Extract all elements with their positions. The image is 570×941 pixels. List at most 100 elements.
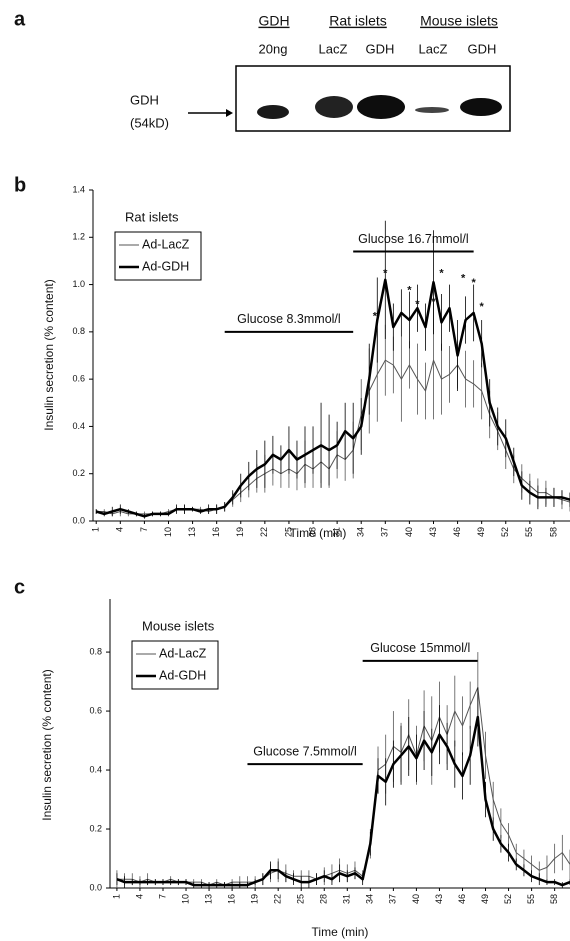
y-tick-label: 1.0 [72,279,85,289]
blot-panel: a GDH Rat islets Mouse islets 20ng LacZ … [14,8,511,132]
legend-label: Ad-GDH [159,668,206,682]
group-label: GDH [258,13,289,29]
x-tick-label: 31 [342,894,352,904]
x-tick-label: 10 [180,894,190,904]
x-axis-title: Time (min) [312,925,369,939]
x-tick-label: 43 [434,894,444,904]
protein-label: GDH [130,92,159,107]
y-tick-label: 0.8 [72,326,85,336]
x-tick-label: 40 [404,527,414,537]
x-tick-label: 22 [273,894,283,904]
x-tick-label: 40 [411,894,421,904]
significance-marker: * [407,284,412,296]
x-tick-label: 16 [226,894,236,904]
y-tick-label: 0.6 [72,374,85,384]
y-tick-label: 1.4 [72,184,85,194]
x-tick-label: 46 [452,527,462,537]
x-tick-label: 43 [428,527,438,537]
x-tick-label: 7 [139,527,149,532]
x-tick-label: 4 [115,527,125,532]
x-tick-label: 28 [307,527,317,537]
x-tick-label: 37 [388,894,398,904]
significance-marker: * [383,268,388,280]
legend-box [114,231,202,281]
x-tick-label: 31 [331,527,341,537]
legend-box [131,640,219,690]
x-axis-title: Time (min) [290,526,347,540]
significance-marker: * [373,310,378,322]
x-tick-label: 55 [526,894,536,904]
band [257,105,289,119]
x-tick-label: 1 [91,527,101,532]
x-tick-label: 28 [319,894,329,904]
condition-label: Glucose 15mmol/l [370,641,470,655]
x-tick-label: 49 [476,527,486,537]
panel-label: b [14,174,26,196]
condition-label: Glucose 7.5mmol/l [253,744,357,758]
x-tick-label: 25 [296,894,306,904]
significance-marker: * [431,296,436,308]
panel-label: c [14,576,25,598]
size-label: (54kD) [130,115,169,130]
band [415,107,449,113]
y-tick-label: 0.0 [72,515,85,525]
y-tick-label: 0.6 [89,705,102,715]
x-tick-label: 37 [380,527,390,537]
band [315,96,353,118]
legend-label: Ad-LacZ [142,237,190,251]
significance-marker: * [439,268,444,280]
series-line [116,687,570,886]
significance-marker: * [415,298,420,310]
significance-marker: * [480,301,485,313]
group-label: Mouse islets [420,13,498,29]
x-tick-label: 13 [203,894,213,904]
y-tick-label: 0.4 [89,764,102,774]
x-tick-label: 16 [211,527,221,537]
lane-label: GDH [468,41,497,56]
x-tick-label: 13 [187,527,197,537]
x-tick-label: 34 [356,527,366,537]
significance-marker: * [461,272,466,284]
x-tick-label: 58 [549,894,559,904]
x-tick-label: 34 [365,894,375,904]
legend-label: Ad-GDH [142,259,189,273]
group-label: Rat islets [329,13,387,29]
y-tick-label: 0.2 [89,823,102,833]
legend-title: Mouse islets [142,618,215,633]
lane-label: LacZ [319,41,348,56]
x-tick-label: 1 [111,894,121,899]
x-tick-label: 25 [283,527,293,537]
x-tick-label: 55 [524,527,534,537]
series-line [96,359,570,515]
y-axis-title: Insulin secretion (% content) [40,669,54,820]
lane-label: 20ng [259,41,288,56]
x-tick-label: 46 [457,894,467,904]
series-line [95,278,570,518]
series-line [116,715,570,887]
x-tick-label: 19 [250,894,260,904]
legend-title: Rat islets [125,209,179,224]
x-tick-label: 52 [503,894,513,904]
band [460,98,502,116]
y-axis-title: Insulin secretion (% content) [42,279,56,430]
x-tick-label: 58 [548,527,558,537]
x-tick-label: 22 [259,527,269,537]
x-tick-label: 52 [500,527,510,537]
legend-label: Ad-LacZ [159,646,207,660]
band [357,95,405,119]
y-tick-label: 0.2 [72,468,85,478]
x-tick-label: 49 [480,894,490,904]
condition-label: Glucose 16.7mmol/l [358,232,468,246]
x-tick-label: 4 [134,894,144,899]
panel-label: a [14,8,26,30]
y-tick-label: 1.2 [72,232,85,242]
y-tick-label: 0.4 [72,421,85,431]
y-tick-label: 0.8 [89,646,102,656]
significance-marker: * [471,277,476,289]
lane-label: LacZ [419,41,448,56]
y-tick-label: 0.0 [89,882,102,892]
x-tick-label: 19 [235,527,245,537]
arrow-head [226,109,233,117]
x-tick-label: 7 [157,894,167,899]
